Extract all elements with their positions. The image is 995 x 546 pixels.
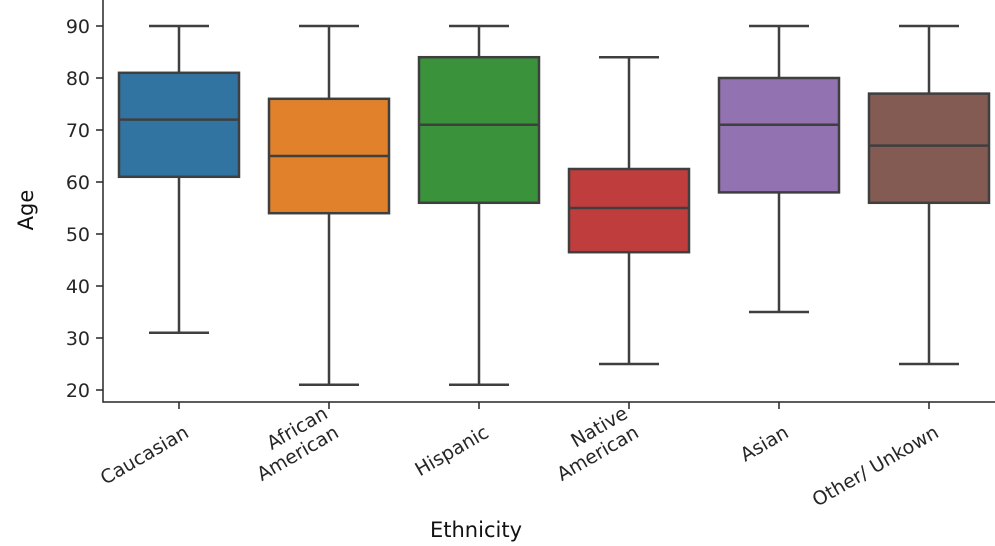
x-axis: Caucasian AfricanAmerican Hispanic NativeAm… [97,402,943,511]
iqr-box [117,71,241,179]
x-tick-label: Caucasian [97,421,193,489]
x-tick-label: NativeAmerican [542,402,642,485]
axes-spine [102,0,995,403]
y-tick-label: 90 [66,16,90,38]
box-layer [117,24,991,387]
box-group [567,55,691,366]
y-tick-label: 70 [66,120,90,142]
y-axis-label: Age [14,190,38,231]
box-group [417,24,541,387]
iqr-box [567,167,691,254]
y-tick-label: 40 [66,276,90,298]
iqr-box [417,55,541,205]
box-group [117,24,241,335]
y-tick-label: 20 [66,380,90,402]
x-tick-label: Other/ Unkown [809,421,943,511]
y-tick-label: 50 [66,224,90,246]
x-tick-label-line: Other/ Unkown [809,421,943,511]
iqr-box [717,76,841,194]
x-tick-label-line: Asian [737,421,793,466]
y-tick-label: 60 [66,172,90,194]
y-tick-label: 30 [66,328,90,350]
x-axis-label: Ethnicity [430,518,522,542]
x-tick-label-line: Hispanic [411,421,492,481]
x-tick-label: Asian [737,421,793,466]
box-group [717,24,841,314]
x-tick-label: Hispanic [411,421,492,481]
x-tick-label-line: Caucasian [97,421,193,489]
box-group [267,24,391,387]
box-group [867,24,991,366]
iqr-box [867,92,991,205]
y-tick-label: 80 [66,68,90,90]
x-tick-label: AfricanAmerican [242,402,342,485]
y-axis: 20 30 40 50 60 70 80 90 [66,16,103,402]
